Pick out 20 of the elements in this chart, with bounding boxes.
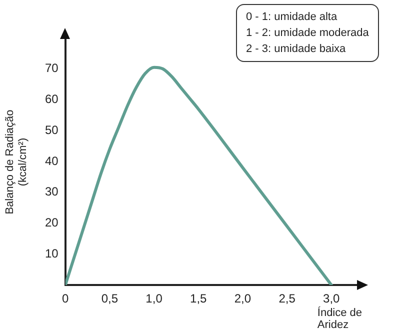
x-tick-label: 2,5	[278, 291, 296, 306]
y-tick-label: 30	[44, 184, 59, 199]
y-tick-label: 20	[44, 216, 59, 230]
line-series	[65, 66, 333, 285]
x-tick-label: 3,0	[323, 291, 340, 306]
annotation: 2 - 3: umidade baixa	[246, 42, 347, 57]
y-tick-label: 40	[44, 154, 59, 168]
y-tick-label: 60	[44, 92, 59, 106]
y-tick-label: 50	[44, 122, 59, 137]
x-tick-label: 2,0	[234, 291, 252, 306]
y-axis-title: Balanço de Radiação (kcal/cm²)	[4, 108, 30, 216]
x-tick-label: 1,0	[146, 291, 163, 306]
x-tick-label: 0,5	[101, 291, 118, 306]
x-tick-label: 0	[62, 291, 70, 306]
x-axis-title: Índice de Aridez	[317, 307, 364, 331]
y-tick-label: 70	[44, 61, 59, 76]
text: 0 - 1: umidade alta	[246, 10, 338, 25]
y-tick-label: 10	[44, 246, 59, 260]
x-tick-label: 1,5	[190, 291, 208, 306]
annotation: 1 - 2: umidade moderada	[246, 26, 369, 41]
